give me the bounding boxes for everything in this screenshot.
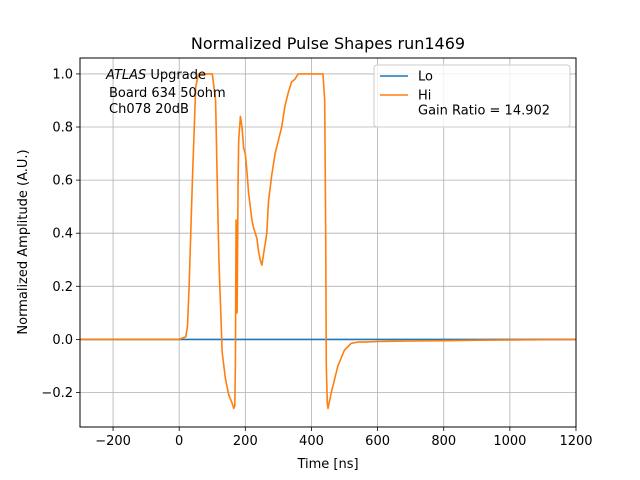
y-axis-label: Normalized Amplitude (A.U.) <box>16 149 31 334</box>
plot-lines <box>80 73 577 410</box>
x-tick-label: 600 <box>365 434 390 449</box>
x-tick-label: −200 <box>95 434 131 449</box>
annotation-line-2: Board 634 50ohm <box>109 86 226 101</box>
y-tick-label: 0.4 <box>52 227 73 242</box>
x-tick-label: 1200 <box>559 434 592 449</box>
y-tick-label: 0.6 <box>52 174 73 189</box>
legend-label-lo: Lo <box>418 70 433 85</box>
x-axis-label: Time [ns] <box>296 457 358 472</box>
y-tick-label: −0.2 <box>41 386 73 401</box>
legend-label-hi: Hi <box>418 89 431 104</box>
y-tick-label: 0.8 <box>52 121 73 136</box>
y-axis-ticks: −0.2 0.0 0.2 0.4 0.6 0.8 1.0 <box>41 67 80 401</box>
atlas-annotation: ATLAS Upgrade Board 634 50ohm Ch078 20dB <box>105 68 226 117</box>
x-tick-label: 800 <box>431 434 456 449</box>
legend: Lo Hi Gain Ratio = 14.902 <box>373 64 571 128</box>
series-line-hi <box>80 73 577 410</box>
x-tick-label: 1000 <box>493 434 526 449</box>
legend-label-hi: Gain Ratio = 14.902 <box>418 104 550 119</box>
atlas-label: ATLAS <box>105 68 146 83</box>
chart-title: Normalized Pulse Shapes run1469 <box>191 34 465 53</box>
legend-box <box>373 64 571 128</box>
x-tick-label: 200 <box>233 434 258 449</box>
x-axis-ticks: −200 0 200 400 600 800 1000 1200 <box>95 427 593 449</box>
annotation-line-1: ATLAS Upgrade <box>105 68 206 83</box>
y-tick-label: 1.0 <box>52 67 73 82</box>
y-tick-label: 0.0 <box>52 333 73 348</box>
upgrade-label: Upgrade <box>146 68 206 83</box>
x-tick-label: 0 <box>175 434 183 449</box>
annotation-line-3: Ch078 20dB <box>109 102 189 117</box>
y-tick-label: 0.2 <box>52 280 73 295</box>
axes-frame <box>79 57 577 428</box>
x-tick-label: 400 <box>299 434 324 449</box>
